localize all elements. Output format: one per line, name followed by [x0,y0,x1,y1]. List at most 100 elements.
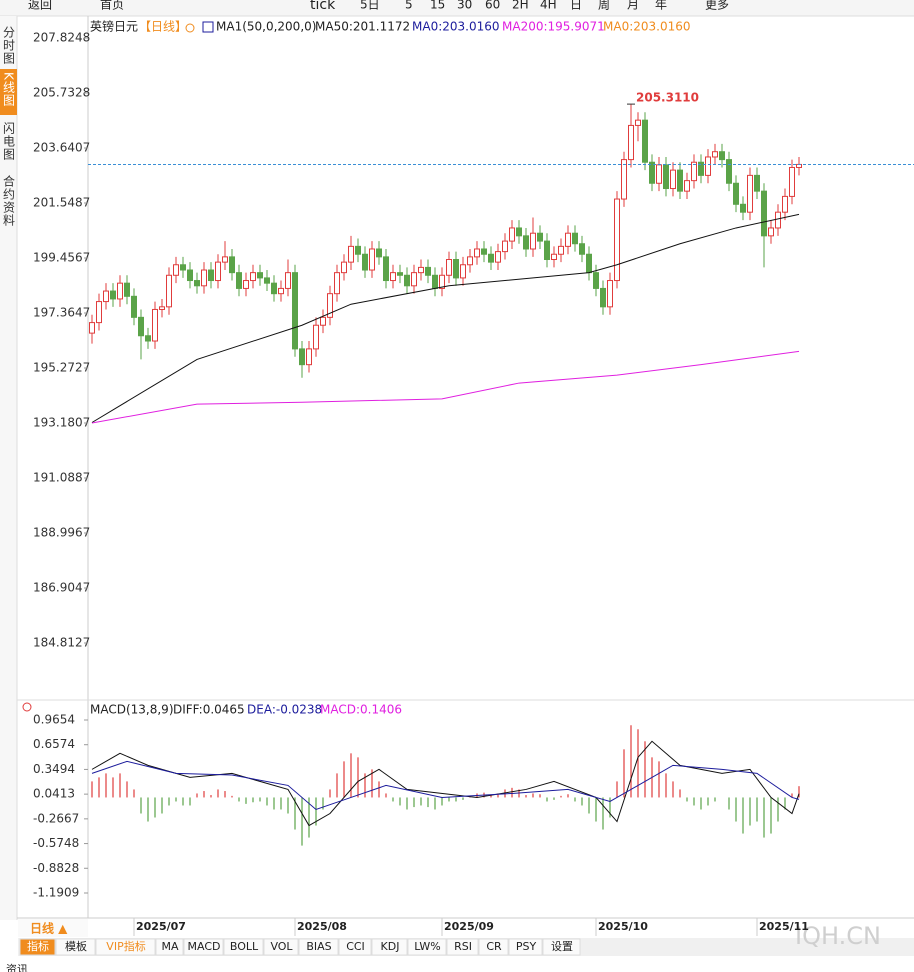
period-button[interactable]: 15 [430,0,445,12]
back[interactable]: 返回 [28,0,52,12]
candle-body [418,266,424,274]
side-tab[interactable]: 闪电图 [2,122,16,161]
side-tab[interactable]: 合约资料 [2,174,16,227]
period-button[interactable]: 日 [570,0,582,12]
indicator-tab[interactable]: PSY [516,940,537,953]
indicator-tab[interactable]: KDJ [381,940,400,953]
candle-body [292,272,298,350]
ma0: MA0:203.0160 [412,20,500,34]
ma200: MA200:195.9071 [502,20,605,34]
toolbar-bg [0,0,914,16]
candle-body [222,256,228,263]
side-tab[interactable]: K线图 [2,72,16,107]
date-label: 2025/07 [136,920,186,933]
candle-body [649,161,655,184]
y-tick-label: 188.9967 [33,526,90,540]
indicator-tab-bg[interactable] [542,938,581,956]
candle-body [733,182,739,205]
candle-body [789,166,795,197]
candle-body [236,272,242,289]
candle-body [243,280,249,289]
period-button[interactable]: 月 [627,0,639,12]
period-button[interactable]: 5日 [360,0,380,12]
candle-body [334,272,340,295]
side-tab[interactable]: 分时图 [2,26,16,65]
indicator-tab[interactable]: VIP指标 [106,939,145,953]
y-tick-label: -1.1909 [33,886,79,900]
candle-body [369,248,375,271]
indicator-icon[interactable] [202,21,214,33]
indicator-tab[interactable]: MA [161,940,178,953]
indicator-tab-bg[interactable] [298,938,339,956]
period-button[interactable]: 60 [485,0,500,12]
candle-body [327,293,333,318]
indicator-tab-bg[interactable] [55,938,96,956]
candle-body [173,264,179,276]
period-button[interactable]: 2H [512,0,529,12]
candle-body [180,264,186,271]
indicator-tab-bg[interactable] [338,938,372,956]
period-button[interactable]: 日线 ▲ [30,921,68,936]
candle-body [607,280,613,308]
candle-body [250,272,256,282]
period-button[interactable]: 30 [457,0,472,12]
indicator-tab[interactable]: 模板 [65,939,87,953]
indicator-tab-bg[interactable] [223,938,264,956]
candle-body [586,253,592,274]
candle-body [628,124,634,161]
indicator-tab[interactable]: BIAS [306,940,331,953]
indicator-tab-bg[interactable] [508,938,543,956]
indicator-tab-bg[interactable] [478,938,509,956]
ma-line [91,760,800,811]
candle-body [229,256,235,274]
candle-body [579,243,585,255]
candle-body [194,280,200,287]
indicator-tab-bg[interactable] [446,938,479,956]
indicator-tab-bg[interactable] [371,938,408,956]
home[interactable]: 首页 [100,0,124,12]
indicator-tab[interactable]: 设置 [551,940,573,953]
indicator-tab-bg[interactable] [155,938,184,956]
period-button[interactable]: 4H [540,0,557,12]
period-button-bg[interactable] [18,919,88,937]
peak-label: 205.3110 [636,91,699,105]
indicator-tab[interactable]: RSI [454,940,472,953]
period-button[interactable]: 年 [655,0,667,12]
indicator: MA1(50,0,200,0) [216,20,316,34]
indicator-tab-bg[interactable] [19,938,56,956]
candle-body [565,232,571,247]
indicator-tab-bg[interactable] [95,938,156,956]
side-bg [0,16,17,920]
indicator-tab-bg[interactable] [183,938,224,956]
more[interactable]: 更多 [705,0,729,12]
candle-body [474,248,480,258]
indicator-tab[interactable]: MACD [188,940,221,953]
indicator-tab-bg[interactable] [407,938,447,956]
candle-body [663,164,669,190]
candle-body [355,245,361,255]
indicator-tab[interactable]: CCI [346,940,365,953]
indicator-tab[interactable]: LW% [414,940,440,953]
add-icon[interactable] [185,23,195,33]
period-button[interactable]: 周 [598,0,610,12]
candle-body [670,169,676,190]
news[interactable]: 资讯 [6,963,28,972]
indicator-tab[interactable]: VOL [270,940,293,953]
indicator-tab[interactable]: BOLL [230,940,259,953]
settings-icon[interactable] [22,702,32,712]
ma0b: MA0:203.0160 [603,20,691,34]
indicator-tab-bg[interactable] [263,938,299,956]
tick[interactable]: tick [310,0,336,13]
indicator-tab[interactable]: 指标 [27,939,49,953]
candle-body [761,190,767,237]
candle-body [131,295,137,318]
candle-body [376,248,382,258]
period-button[interactable]: 5 [405,0,413,12]
watermark: IQH.CN [795,922,881,950]
indicator-tab[interactable]: CR [486,940,502,953]
date-label: 2025/11 [759,920,809,933]
candle-body [705,156,711,176]
date-label: 2025/09 [444,920,494,933]
